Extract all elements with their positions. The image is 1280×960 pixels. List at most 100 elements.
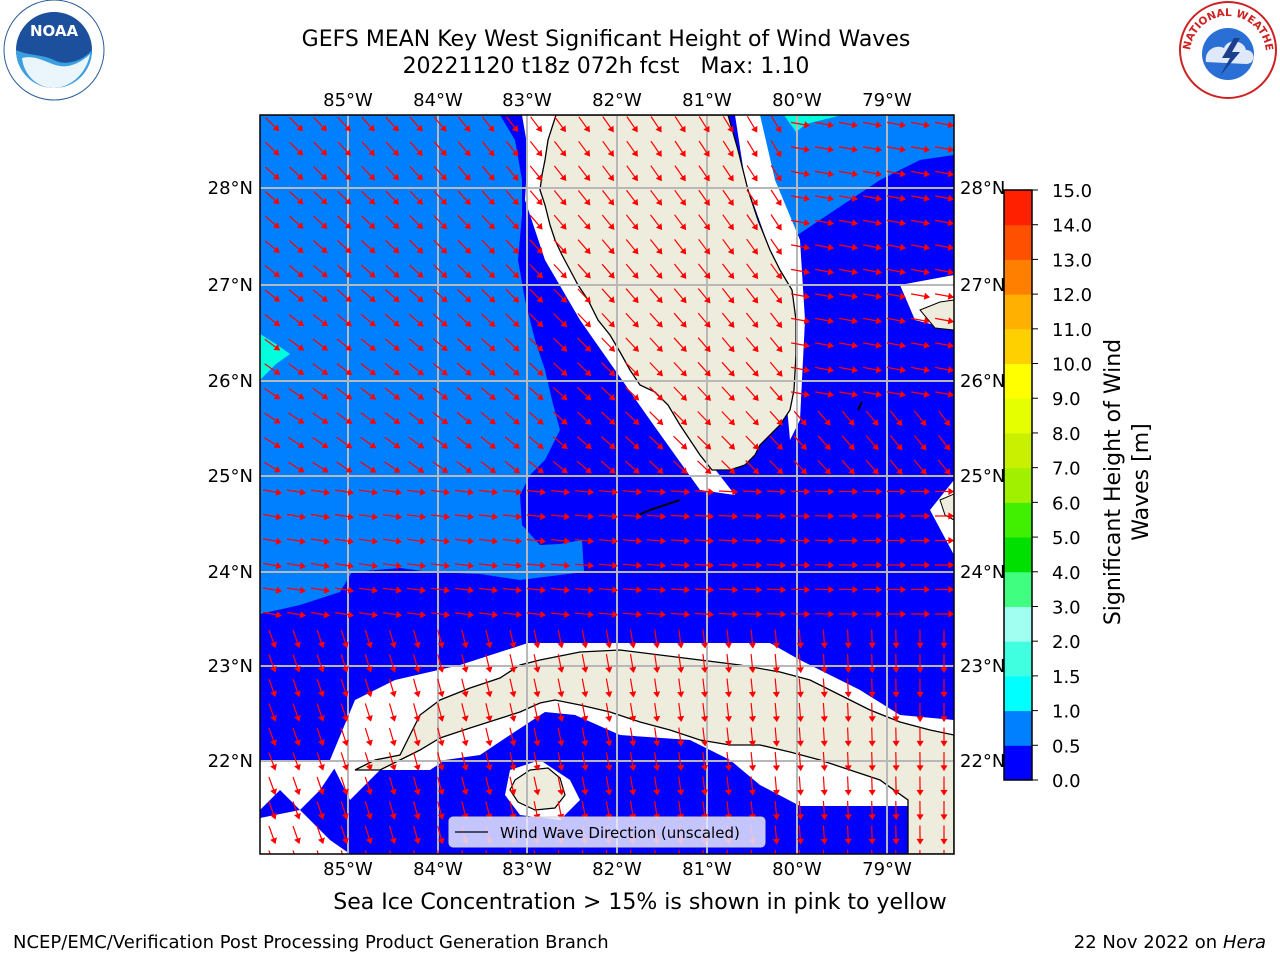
wind-wave-arrow-head bbox=[636, 537, 643, 545]
wind-wave-arrow-head bbox=[297, 295, 304, 302]
lon-label-bottom: 81°W bbox=[682, 859, 732, 880]
wind-wave-arrow-head bbox=[940, 716, 948, 723]
wind-wave-arrow-head bbox=[684, 537, 691, 545]
wind-wave-arrow-head bbox=[700, 666, 709, 674]
wind-wave-arrow-head bbox=[369, 344, 376, 351]
wind-wave-arrow-head bbox=[395, 562, 403, 570]
wind-wave-arrow-head bbox=[751, 247, 758, 255]
wind-wave-arrow-head bbox=[636, 488, 643, 496]
wind-wave-arrow-head bbox=[320, 124, 327, 132]
wind-wave-arrow-head bbox=[389, 788, 397, 796]
wind-wave-arrow-head bbox=[320, 149, 328, 156]
wind-wave-arrow-head bbox=[820, 667, 828, 674]
wind-wave-arrow-head bbox=[539, 537, 547, 545]
wind-wave-arrow-head bbox=[467, 512, 475, 521]
wind-wave-arrow-head bbox=[800, 467, 807, 475]
wind-wave-arrow-head bbox=[804, 537, 811, 545]
gridlines bbox=[260, 115, 954, 854]
wind-wave-arrow-head bbox=[320, 197, 328, 205]
wind-wave-arrow-head bbox=[679, 223, 687, 231]
wind-wave-arrow-head bbox=[948, 487, 954, 496]
wind-wave-arrow-head bbox=[533, 715, 541, 722]
wind-wave-arrow-head bbox=[940, 789, 948, 796]
wind-wave-arrow-head bbox=[389, 837, 397, 845]
wind-wave-arrow-head bbox=[607, 223, 615, 230]
wind-wave-arrow-head bbox=[296, 148, 304, 156]
wind-wave-arrow-head bbox=[272, 173, 280, 180]
wind-wave-arrow-head bbox=[321, 417, 329, 424]
wind-wave-arrow-head bbox=[728, 345, 735, 353]
wind-wave-arrow-head bbox=[512, 198, 519, 206]
wind-wave-arrow-head bbox=[875, 219, 883, 227]
wind-wave-arrow-head bbox=[629, 642, 637, 649]
wind-wave-arrow-head bbox=[820, 838, 828, 845]
wind-wave-arrow-head bbox=[393, 417, 401, 425]
wind-wave-arrow bbox=[581, 850, 584, 854]
wind-wave-arrow-head bbox=[437, 715, 445, 722]
wind-wave-arrow-head bbox=[916, 642, 924, 649]
wind-wave-arrow-head bbox=[656, 272, 663, 279]
wind-wave-arrow-head bbox=[844, 691, 852, 698]
wind-wave-arrow-head bbox=[560, 320, 568, 328]
wind-wave-arrow-head bbox=[851, 268, 859, 276]
wind-wave-arrow-head bbox=[273, 392, 281, 400]
wind-wave-arrow-head bbox=[607, 174, 615, 182]
wind-wave-arrow-head bbox=[341, 715, 349, 722]
lat-labels-left: 28°N 27°N 26°N 25°N 24°N 23°N 22°N bbox=[208, 178, 253, 772]
wind-wave-arrow-head bbox=[464, 295, 472, 303]
wind-wave-arrow-head bbox=[677, 691, 685, 698]
colorbar-tick-label: 0.0 bbox=[1052, 771, 1081, 792]
wind-wave-arrow-head bbox=[752, 418, 759, 426]
lat-label-left: 24°N bbox=[208, 562, 253, 583]
wind-wave-arrow-head bbox=[732, 610, 739, 618]
wind-wave-arrow-head bbox=[536, 320, 544, 328]
wind-wave-arrow-head bbox=[347, 513, 355, 521]
wind-wave-arrow-head bbox=[389, 715, 397, 722]
wind-wave-arrow-head bbox=[700, 715, 709, 723]
wind-wave-arrow-head bbox=[341, 837, 349, 845]
colorbar-tick-label: 15.0 bbox=[1052, 181, 1092, 202]
wind-wave-arrow-head bbox=[365, 715, 373, 722]
wind-wave-arrow-head bbox=[924, 610, 931, 618]
wind-wave-arrow-head bbox=[443, 488, 451, 496]
wind-wave-arrow-head bbox=[727, 150, 734, 158]
wind-wave-arrow-head bbox=[868, 789, 876, 796]
wind-wave-arrow-head bbox=[632, 320, 639, 328]
wind-wave-arrow-head bbox=[583, 125, 590, 133]
wind-wave-arrow-head bbox=[899, 366, 907, 374]
wind-wave-arrow-head bbox=[679, 272, 687, 279]
wind-wave-arrow-head bbox=[703, 223, 710, 231]
wind-wave-arrow-head bbox=[780, 586, 787, 594]
wind-wave-arrow-head bbox=[655, 174, 662, 182]
wind-wave-arrow-head bbox=[872, 467, 879, 475]
lon-label-bottom: 82°W bbox=[592, 859, 642, 880]
wind-wave-arrow-head bbox=[844, 667, 852, 674]
wind-wave-arrow-head bbox=[583, 863, 588, 867]
map-legend: Wind Wave Direction (unscaled) bbox=[448, 816, 766, 848]
wind-wave-arrow-head bbox=[803, 121, 811, 129]
wind-wave-arrow-head bbox=[851, 121, 859, 129]
wind-wave-arrow-head bbox=[900, 488, 907, 496]
wind-wave-arrow-head bbox=[584, 247, 591, 255]
colorbar-bin bbox=[1004, 224, 1032, 260]
wind-wave-arrow-head bbox=[851, 194, 859, 202]
wind-wave-arrow-head bbox=[587, 561, 595, 570]
wind-wave-arrow-head bbox=[443, 586, 451, 594]
wind-wave-arrow-head bbox=[464, 222, 471, 230]
wind-wave-arrow-head bbox=[344, 222, 352, 229]
wind-wave-arrow-head bbox=[320, 173, 328, 181]
wind-wave-arrow-head bbox=[943, 443, 951, 451]
wind-wave-arrow-head bbox=[389, 666, 397, 673]
colorbar-frame bbox=[1003, 189, 1033, 781]
nws-logo: NATIONAL WEATHER SERVICE bbox=[1176, 0, 1277, 99]
wind-wave-arrow-head bbox=[273, 270, 280, 278]
wind-wave-arrow-head bbox=[775, 272, 782, 280]
wind-wave-arrow-head bbox=[728, 418, 735, 426]
wind-wave-arrow-head bbox=[851, 366, 859, 374]
wind-wave-arrow-head bbox=[272, 222, 280, 229]
colorbar-tick-label: 10.0 bbox=[1052, 355, 1092, 376]
wind-wave-arrow-head bbox=[899, 317, 907, 325]
wind-wave-arrow-head bbox=[392, 149, 399, 156]
wind-wave-arrow-head bbox=[560, 369, 568, 376]
wind-wave-arrow-head bbox=[820, 740, 828, 747]
